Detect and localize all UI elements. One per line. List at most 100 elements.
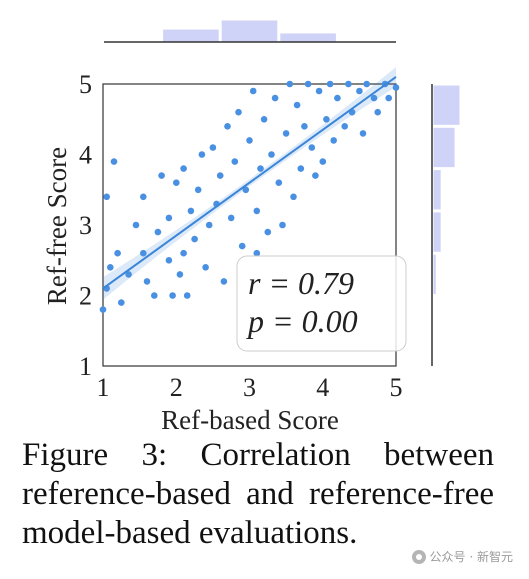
scatter-point (246, 137, 253, 144)
scatter-point (151, 292, 158, 299)
scatter-point (290, 193, 297, 201)
scatter-point (363, 80, 371, 88)
scatter-point (220, 278, 228, 285)
y-tick-label: 4 (79, 141, 92, 170)
scatter-point (154, 228, 162, 236)
scatter-point (385, 94, 393, 102)
scatter-point (224, 123, 231, 130)
scatter-point (275, 179, 283, 186)
scatter-point (110, 158, 118, 165)
scatter-point (107, 264, 114, 271)
right-hist-bar (432, 126, 456, 169)
right-hist-bar (432, 253, 437, 295)
scatter-point (158, 172, 165, 179)
scatter-point (334, 94, 341, 102)
scatter-point (132, 221, 140, 229)
y-tick-label: 3 (79, 211, 92, 240)
scatter-point (392, 84, 400, 91)
scatter-point (293, 101, 301, 109)
x-axis-label: Ref-based Score (161, 405, 339, 435)
watermark: 公众号 · 新智元 (411, 548, 513, 565)
right-hist-bar (432, 84, 461, 126)
scatter-point (198, 151, 206, 158)
scatter-point (264, 228, 272, 236)
scatter-point (183, 292, 191, 299)
scatter-point (341, 123, 349, 130)
scatter-point (330, 137, 338, 144)
scatter-point (114, 249, 121, 257)
y-axis-label: Ref-free Score (42, 147, 72, 305)
top-hist-bar (220, 19, 279, 43)
scatter-point (370, 94, 378, 102)
scatter-figure: 1 2 3 4 5 1 2 3 4 5 Ref-based Score Ref-free Sco… (42, 19, 461, 435)
top-hist-bar (162, 28, 220, 43)
scatter-point (140, 249, 147, 257)
scatter-point (180, 249, 187, 257)
scatter-point (315, 87, 323, 95)
x-tick-labels: 1 2 3 4 5 (97, 373, 403, 402)
scatter-point (374, 108, 382, 116)
y-tick-label: 1 (79, 352, 92, 381)
x-tick-label: 3 (243, 373, 256, 402)
stats-box (236, 255, 407, 352)
scatter-point (279, 221, 286, 229)
scatter-point (345, 80, 352, 88)
scatter-point (169, 292, 176, 299)
top-hist-bar (279, 32, 337, 43)
scatter-point (176, 271, 184, 278)
scatter-point (143, 278, 151, 285)
scatter-point (216, 172, 224, 179)
wechat-icon (411, 549, 426, 564)
scatter-point (125, 271, 132, 278)
p-value: p = 0.00 (246, 303, 358, 339)
scatter-point (140, 193, 147, 201)
scatter-point (297, 165, 305, 172)
right-hist-bar (432, 169, 442, 211)
right-marginal-histogram (432, 84, 461, 295)
scatter-point (180, 165, 187, 172)
scatter-point (323, 116, 330, 123)
scatter-point (304, 80, 312, 88)
scatter-point (202, 264, 209, 271)
scatter-point (257, 165, 264, 172)
scatter-point (242, 186, 250, 194)
scatter-point (286, 80, 294, 88)
scatter-point (301, 123, 308, 130)
scatter-point (253, 207, 261, 215)
scatter-point (308, 144, 316, 151)
scatter-points (99, 80, 400, 313)
y-tick-label: 2 (79, 282, 92, 311)
scatter-point (227, 214, 235, 222)
x-tick-label: 1 (97, 373, 110, 402)
scatter-point (165, 214, 173, 222)
scatter-point (326, 80, 334, 88)
scatter-point (268, 151, 275, 158)
scatter-point (103, 193, 110, 201)
y-tick-labels: 1 2 3 4 5 (79, 70, 92, 381)
x-tick-label: 2 (170, 373, 183, 402)
scatter-point (253, 249, 261, 257)
right-hist-bar (432, 211, 442, 253)
scatter-point (319, 158, 327, 165)
scatter-point (173, 179, 180, 186)
scatter-point (235, 108, 242, 116)
figure-caption: Figure 3: Correlation between reference-… (22, 437, 494, 551)
r-value: r = 0.79 (248, 265, 354, 301)
regression-line (102, 76, 397, 290)
plot-frame (102, 83, 397, 367)
scatter-point (260, 116, 268, 123)
scatter-point (118, 299, 125, 306)
scatter-point (312, 172, 319, 179)
scatter-point (249, 87, 257, 95)
y-tick-label: 5 (79, 70, 92, 99)
scatter-point (187, 207, 195, 215)
scatter-point (356, 87, 363, 95)
scatter-point (205, 221, 213, 229)
scatter-point (191, 235, 198, 243)
watermark-text: 公众号 · 新智元 (429, 550, 513, 564)
scatter-point (209, 144, 217, 151)
scatter-point (282, 130, 290, 137)
top-marginal-histogram (162, 19, 337, 43)
scatter-point (165, 257, 173, 264)
x-tick-label: 5 (390, 373, 403, 402)
